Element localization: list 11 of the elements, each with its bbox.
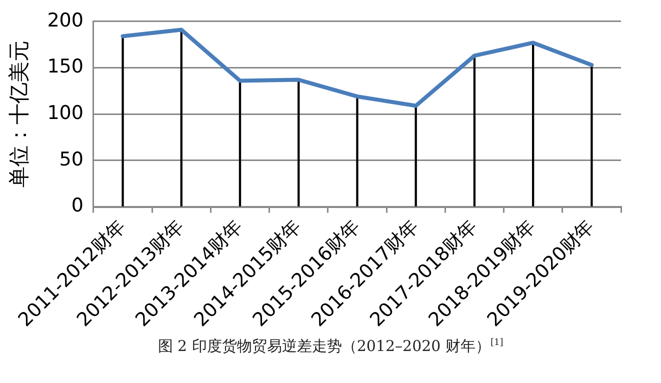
y-tick-label: 200 <box>47 9 84 32</box>
y-axis-title: 单位：十亿美元 <box>7 40 32 188</box>
bar <box>238 80 242 206</box>
bar <box>356 96 358 206</box>
y-tick-label: 50 <box>59 148 84 170</box>
y-tick-label: 0 <box>71 194 84 217</box>
caption: 图 2 印度货物贸易逆差走势（2012–2020 财年）$^{[1]}$ <box>156 337 504 356</box>
y-tick-label: 100 <box>47 102 84 124</box>
y-tick-label: 150 <box>47 56 84 78</box>
bar <box>590 64 593 206</box>
bar <box>414 105 417 206</box>
